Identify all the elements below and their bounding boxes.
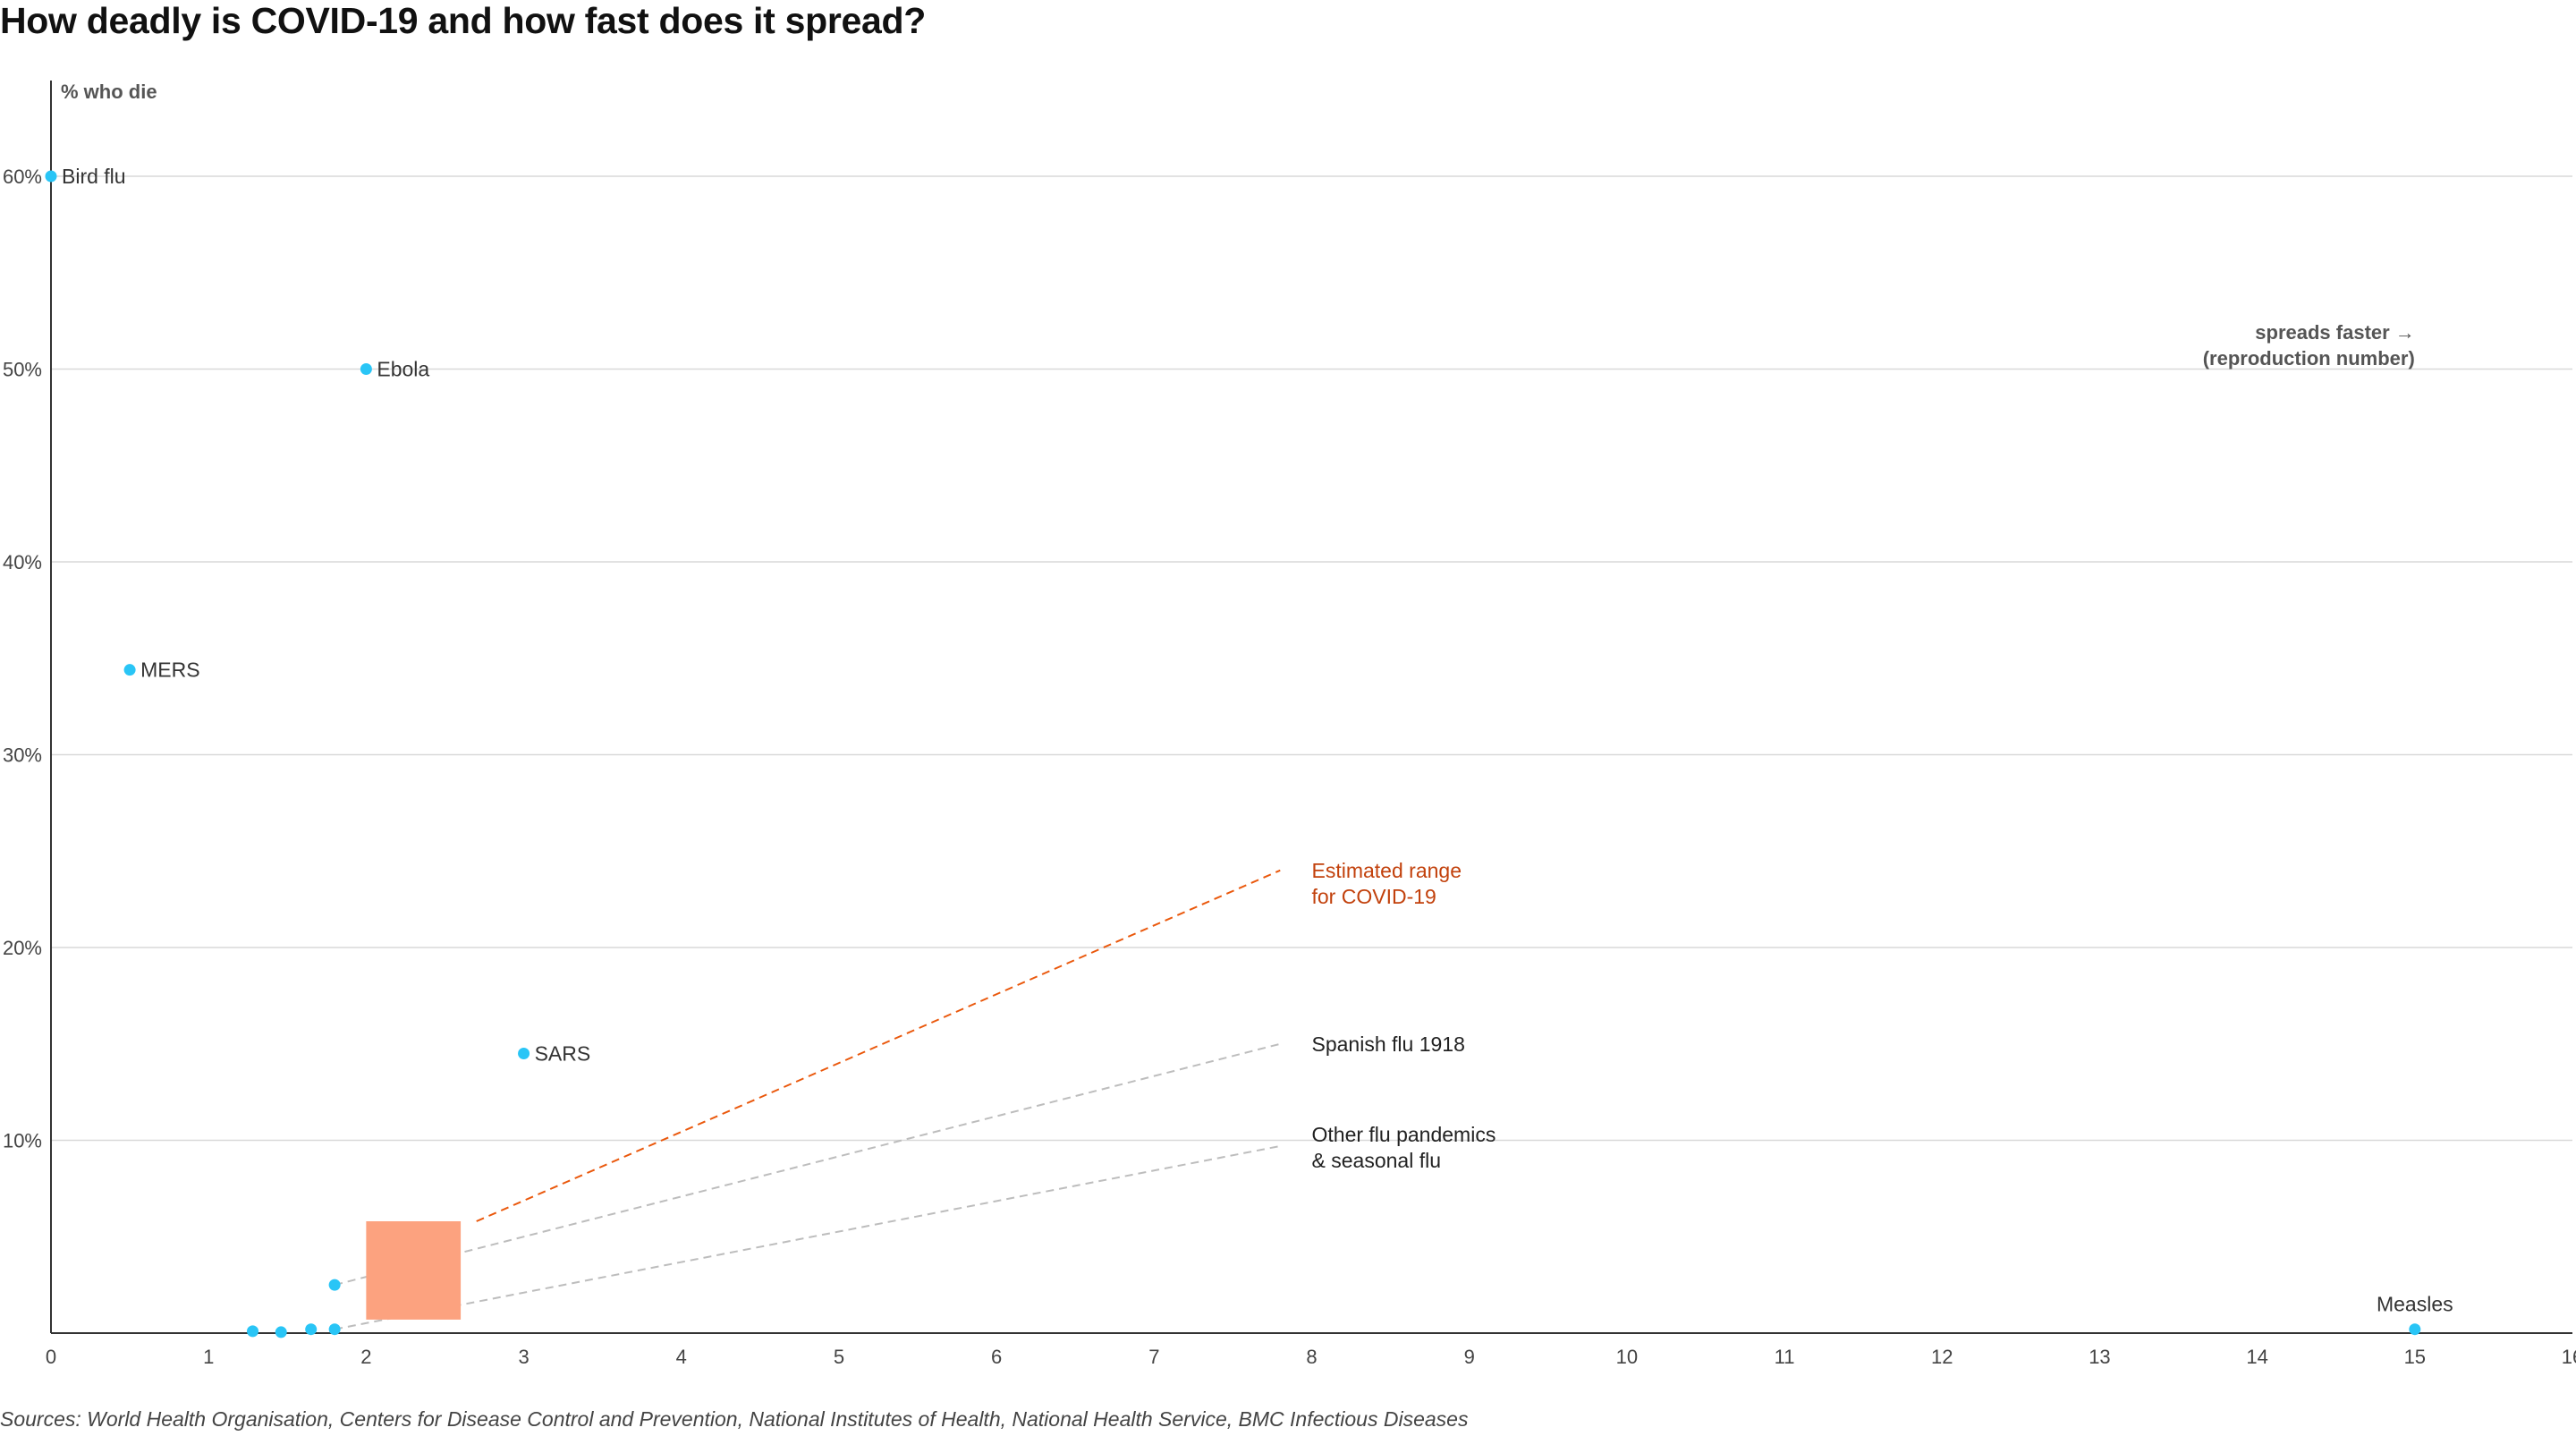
x-tick-label-4: 4 bbox=[676, 1346, 687, 1368]
y-tick-label-60: 60% bbox=[3, 166, 42, 188]
data-points bbox=[45, 170, 2421, 1338]
axes bbox=[50, 81, 2572, 1334]
annotation-line-covid bbox=[476, 869, 1281, 1222]
covid-range-layer bbox=[366, 1221, 462, 1320]
x-tick-label-5: 5 bbox=[834, 1346, 844, 1368]
sources-note: Sources: World Health Organisation, Cent… bbox=[0, 1407, 1469, 1431]
x-tick-label-10: 10 bbox=[1616, 1346, 1638, 1368]
x-axis-note-line-2: (reproduction number) bbox=[2203, 347, 2415, 370]
annotation-text-other-flu-line-2: & seasonal flu bbox=[1312, 1149, 1441, 1172]
point-label-bird-flu: Bird flu bbox=[62, 165, 126, 188]
data-point-measles bbox=[2409, 1323, 2421, 1336]
point-label-mers: MERS bbox=[140, 659, 199, 682]
x-tick-label-3: 3 bbox=[518, 1346, 529, 1368]
annotation-text-other-flu-line-1: Other flu pandemics bbox=[1312, 1123, 1496, 1146]
annotation-text-spanish-flu-line-1: Spanish flu 1918 bbox=[1312, 1032, 1465, 1056]
x-tick-label-16: 16 bbox=[2562, 1346, 2576, 1368]
x-tick-label-15: 15 bbox=[2404, 1346, 2426, 1368]
data-point-bird-flu bbox=[45, 170, 57, 183]
point-label-ebola: Ebola bbox=[377, 358, 429, 381]
data-point-unlabeled-10 bbox=[328, 1323, 341, 1336]
point-labels: Bird flu Ebola MERS SARS Measles bbox=[62, 165, 2453, 1316]
gridlines bbox=[51, 175, 2572, 1142]
y-tick-label-50: 50% bbox=[3, 359, 42, 381]
x-axis-note-line-1: spreads faster → bbox=[2255, 321, 2415, 344]
x-tick-label-14: 14 bbox=[2246, 1346, 2267, 1368]
x-tick-label-0: 0 bbox=[46, 1346, 56, 1368]
point-label-sars: SARS bbox=[535, 1042, 591, 1066]
y-axis-title: % who die bbox=[61, 81, 157, 103]
data-point-unlabeled-9 bbox=[305, 1323, 318, 1336]
y-tick-label-40: 40% bbox=[3, 551, 42, 574]
annotation-line-other-flu bbox=[334, 1144, 1281, 1330]
covid-range-box bbox=[366, 1221, 462, 1320]
annotation-texts: Estimated range for COVID-19 Spanish flu 1… bbox=[1312, 859, 1496, 1172]
data-point-sars bbox=[518, 1048, 530, 1060]
chart-title: How deadly is COVID-19 and how fast does… bbox=[0, 0, 926, 41]
x-tick-label-12: 12 bbox=[1931, 1346, 1953, 1368]
y-tick-label-10: 10% bbox=[3, 1130, 42, 1152]
x-tick-label-8: 8 bbox=[1306, 1346, 1317, 1368]
x-tick-label-9: 9 bbox=[1464, 1346, 1475, 1368]
data-point-mers bbox=[123, 664, 136, 676]
x-tick-label-13: 13 bbox=[2089, 1346, 2110, 1368]
x-tick-label-1: 1 bbox=[203, 1346, 214, 1368]
tick-labels: 10%20%30%40%50%60%0 1 2 3 4 5 6 7 8 9 10 11 12 13 14 15… bbox=[3, 166, 2576, 1368]
x-tick-label-7: 7 bbox=[1148, 1346, 1159, 1368]
x-tick-label-6: 6 bbox=[991, 1346, 1002, 1368]
annotation-line-spanish-flu bbox=[334, 1042, 1281, 1287]
y-tick-label-30: 30% bbox=[3, 744, 42, 767]
data-point-unlabeled-7 bbox=[247, 1325, 259, 1338]
annotation-text-covid-line-1: Estimated range bbox=[1312, 859, 1462, 882]
x-tick-label-11: 11 bbox=[1775, 1346, 1795, 1368]
data-point-ebola bbox=[360, 363, 372, 375]
data-point-unlabeled-8 bbox=[275, 1326, 287, 1338]
x-tick-label-2: 2 bbox=[360, 1346, 371, 1368]
annotation-leader-lines bbox=[334, 869, 1281, 1330]
axis-notes: % who die spreads faster → (reproduction n… bbox=[61, 81, 2415, 370]
point-label-measles: Measles bbox=[2377, 1293, 2453, 1316]
annotation-text-covid-line-2: for COVID-19 bbox=[1312, 885, 1436, 908]
y-tick-label-20: 20% bbox=[3, 937, 42, 959]
data-point-unlabeled-6 bbox=[328, 1279, 341, 1291]
